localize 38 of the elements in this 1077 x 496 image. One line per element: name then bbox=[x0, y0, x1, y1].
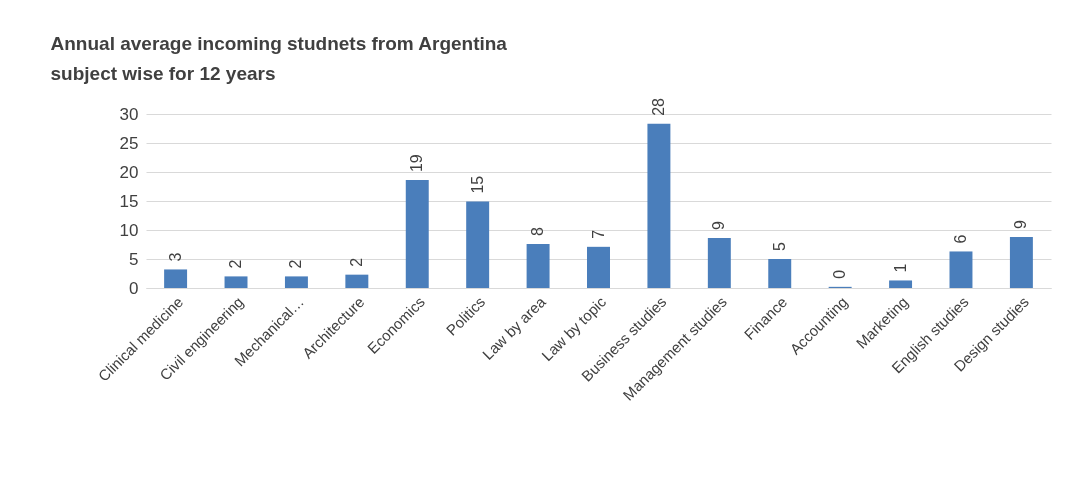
bar bbox=[466, 201, 490, 288]
data-label: 3 bbox=[166, 252, 184, 262]
bar bbox=[526, 243, 550, 288]
data-label: 9 bbox=[1012, 219, 1030, 229]
bar bbox=[1009, 236, 1033, 288]
data-label: 19 bbox=[408, 154, 426, 173]
y-tick-label: 5 bbox=[129, 249, 139, 269]
bar bbox=[284, 276, 308, 288]
y-tick-label: 20 bbox=[119, 162, 139, 182]
bar bbox=[345, 274, 369, 288]
y-tick-label: 30 bbox=[119, 104, 139, 124]
text: subject wise for 12 years bbox=[50, 63, 276, 85]
bar bbox=[768, 259, 792, 288]
bar bbox=[889, 280, 913, 288]
data-label: 7 bbox=[589, 229, 607, 239]
data-label: 8 bbox=[529, 226, 547, 236]
data-label: 28 bbox=[649, 97, 667, 116]
data-label: 2 bbox=[227, 259, 245, 269]
y-tick-label: 0 bbox=[129, 278, 139, 298]
data-label: 2 bbox=[287, 259, 305, 269]
bar bbox=[587, 246, 610, 288]
bar bbox=[949, 251, 973, 288]
data-label: 5 bbox=[770, 242, 788, 251]
bar bbox=[707, 238, 731, 288]
data-label: 9 bbox=[710, 221, 728, 231]
data-label: 0 bbox=[831, 269, 849, 279]
data-label: 1 bbox=[891, 263, 909, 273]
text: Annual average incoming studnets from Argentina bbox=[50, 33, 507, 55]
bar bbox=[647, 123, 671, 288]
bar bbox=[164, 269, 188, 288]
data-label: 6 bbox=[951, 234, 969, 244]
bar bbox=[405, 180, 429, 288]
data-label: 15 bbox=[468, 175, 486, 194]
bar bbox=[224, 276, 248, 288]
y-tick-label: 15 bbox=[119, 191, 139, 211]
y-tick-label: 25 bbox=[119, 133, 139, 153]
y-tick-label: 10 bbox=[119, 220, 139, 240]
data-label: 2 bbox=[347, 257, 365, 267]
